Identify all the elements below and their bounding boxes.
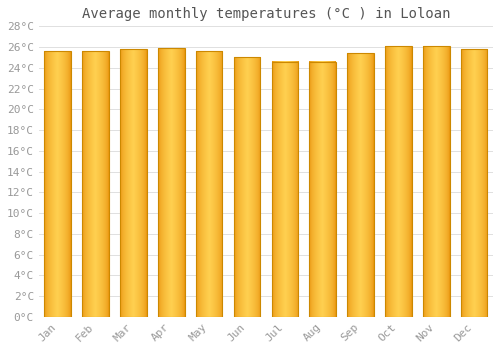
Bar bbox=[348, 53, 374, 317]
Bar bbox=[120, 49, 146, 317]
Bar bbox=[272, 62, 298, 317]
Bar bbox=[385, 46, 411, 317]
Bar bbox=[82, 51, 109, 317]
Bar bbox=[461, 49, 487, 317]
Bar bbox=[196, 51, 222, 317]
Bar bbox=[423, 46, 450, 317]
Bar bbox=[234, 57, 260, 317]
Bar bbox=[310, 62, 336, 317]
Bar bbox=[44, 51, 71, 317]
Title: Average monthly temperatures (°C ) in Loloan: Average monthly temperatures (°C ) in Lo… bbox=[82, 7, 450, 21]
Bar bbox=[158, 48, 184, 317]
